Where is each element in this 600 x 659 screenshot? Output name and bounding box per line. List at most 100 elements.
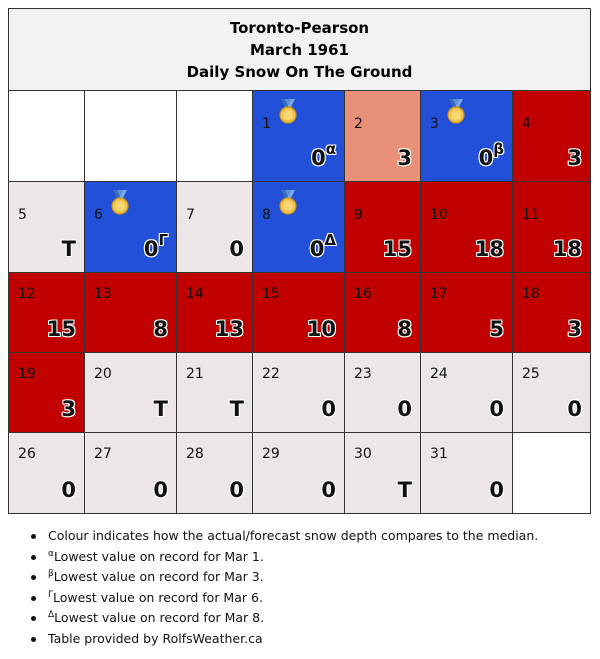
station-title: Toronto-Pearson (229, 18, 370, 37)
snow-depth-number: 3 (61, 397, 76, 421)
snow-depth-number: 18 (552, 237, 582, 261)
day-number: 12 (18, 286, 36, 302)
day-cell-29: 29 0 (253, 433, 345, 513)
day-number: 23 (354, 366, 372, 382)
medal-icon (277, 190, 299, 216)
day-cell-12: 12 15 (9, 273, 85, 353)
day-number: 2 (354, 116, 363, 132)
empty-day-cell (9, 91, 85, 182)
snow-depth-number: T (153, 397, 168, 421)
snow-depth-number: 0 (229, 478, 244, 502)
day-number: 17 (430, 286, 448, 302)
day-cell-25: 25 0 (513, 353, 590, 433)
day-number: 27 (94, 446, 112, 462)
snow-depth-value: 0β (479, 142, 504, 169)
day-cell-3: 3 0β (421, 91, 513, 182)
day-cell-1: 1 0α (253, 91, 345, 182)
snow-depth-value: 10 (307, 319, 336, 340)
medal-icon (277, 99, 299, 125)
footnote-text: Lowest value on record for Mar 8. (54, 610, 265, 626)
snow-depth-number: 0 (489, 397, 504, 421)
day-cell-31: 31 0 (421, 433, 513, 513)
footnote-marker: α (48, 548, 54, 559)
day-cell-23: 23 0 (345, 353, 421, 433)
record-footnote-marker: Γ (158, 231, 168, 249)
snow-depth-value: 18 (475, 239, 504, 260)
snow-depth-number: 18 (474, 237, 504, 261)
day-number: 26 (18, 446, 36, 462)
snow-depth-value: 3 (61, 399, 76, 420)
footnote-text: Colour indicates how the actual/forecast… (48, 528, 539, 543)
snow-depth-number: 0 (153, 478, 168, 502)
medal-icon (109, 190, 131, 216)
day-number: 20 (94, 366, 112, 382)
snow-depth-number: T (229, 397, 244, 421)
snow-depth-number: T (61, 237, 76, 261)
day-number: 21 (186, 366, 204, 382)
snow-depth-value: 0Γ (143, 233, 168, 261)
footnote-item: ΓLowest value on record for Mar 6. (30, 588, 538, 609)
empty-day-cell (513, 433, 590, 513)
day-number: 25 (522, 366, 540, 382)
day-cell-13: 13 8 (85, 273, 177, 353)
snow-depth-number: 0 (321, 478, 336, 502)
day-number: 5 (18, 207, 27, 223)
day-cell-18: 18 3 (513, 273, 590, 353)
snow-depth-value: T (62, 239, 76, 260)
snow-depth-number: 3 (567, 146, 582, 170)
empty-day-cell (177, 91, 253, 182)
snow-depth-value: 0 (489, 480, 504, 501)
snow-depth-number: 0 (61, 478, 76, 502)
calendar-grid: 1 0α 2 3 3 0β 4 3 5 T 6 0Γ 7 0 8 0Δ 9 15 10 18 11 18 12 15 13 8 14… (9, 91, 590, 513)
snow-depth-number: 8 (397, 317, 412, 341)
day-cell-24: 24 0 (421, 353, 513, 433)
footnote-marker: Γ (48, 589, 54, 600)
snow-depth-value: 8 (397, 319, 412, 340)
day-number: 30 (354, 446, 372, 462)
snow-depth-value: 0 (321, 480, 336, 501)
day-number: 29 (262, 446, 280, 462)
snow-depth-number: 15 (46, 317, 76, 341)
day-number: 15 (262, 286, 280, 302)
table-header: Toronto-Pearson March 1961 Daily Snow On… (9, 9, 590, 91)
footnote-marker: Δ (48, 610, 55, 621)
record-footnote-marker: β (493, 140, 504, 158)
snow-depth-value: T (230, 399, 244, 420)
footnote-text: Lowest value on record for Mar 1. (53, 548, 264, 564)
snow-depth-number: 5 (489, 317, 504, 341)
day-cell-22: 22 0 (253, 353, 345, 433)
day-cell-27: 27 0 (85, 433, 177, 513)
snow-calendar-table: Toronto-Pearson March 1961 Daily Snow On… (8, 8, 591, 514)
snow-depth-value: 3 (397, 148, 412, 169)
day-cell-30: 30 T (345, 433, 421, 513)
snow-depth-number: 10 (306, 317, 336, 341)
day-cell-6: 6 0Γ (85, 182, 177, 273)
snow-depth-value: 0 (397, 399, 412, 420)
footnote-item: αLowest value on record for Mar 1. (30, 547, 538, 568)
snow-depth-value: 0α (311, 142, 336, 169)
snow-depth-value: 3 (567, 319, 582, 340)
snow-depth-value: 0 (153, 480, 168, 501)
subject-title: Daily Snow On The Ground (186, 62, 413, 81)
snow-depth-value: 0 (229, 239, 244, 260)
snow-depth-number: 0 (489, 478, 504, 502)
footnote-marker: β (48, 569, 54, 580)
day-number: 16 (354, 286, 372, 302)
day-cell-28: 28 0 (177, 433, 253, 513)
snow-depth-value: 0Δ (310, 233, 336, 260)
day-number: 6 (94, 207, 103, 223)
day-cell-20: 20 T (85, 353, 177, 433)
snow-depth-number: 0 (143, 237, 159, 261)
period-title: March 1961 (250, 40, 349, 59)
day-number: 11 (522, 207, 540, 223)
day-number: 14 (186, 286, 204, 302)
snow-depth-value: 0 (567, 399, 582, 420)
snow-depth-value: 0 (321, 399, 336, 420)
snow-depth-value: 0 (489, 399, 504, 420)
footnote-text: Table provided by RolfsWeather.ca (48, 630, 263, 646)
record-footnote-marker: Δ (324, 231, 336, 249)
day-cell-14: 14 13 (177, 273, 253, 353)
day-cell-9: 9 15 (345, 182, 421, 273)
snow-depth-value: 3 (567, 148, 582, 169)
